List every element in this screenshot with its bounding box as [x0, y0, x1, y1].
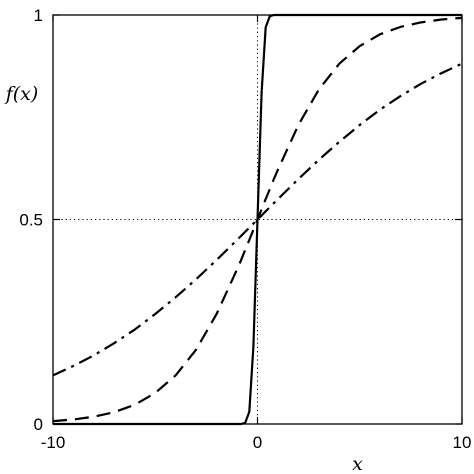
- y-axis-label: f(x): [4, 83, 39, 105]
- axis-ticks: [52, 14, 463, 425]
- y-tick-label: 0.5: [19, 211, 43, 230]
- series-line-dash-dot: [52, 62, 463, 377]
- reference-lines: [53, 15, 462, 424]
- series-line-dashed: [52, 16, 463, 423]
- series-lines: [52, 13, 463, 426]
- x-tick-label: 10: [453, 433, 472, 452]
- x-tick-label: 0: [253, 433, 262, 452]
- y-tick-label: 1: [34, 6, 43, 25]
- x-tick-label: -10: [41, 433, 66, 452]
- x-axis-label: x: [352, 453, 363, 474]
- y-tick-label: 0: [34, 415, 43, 434]
